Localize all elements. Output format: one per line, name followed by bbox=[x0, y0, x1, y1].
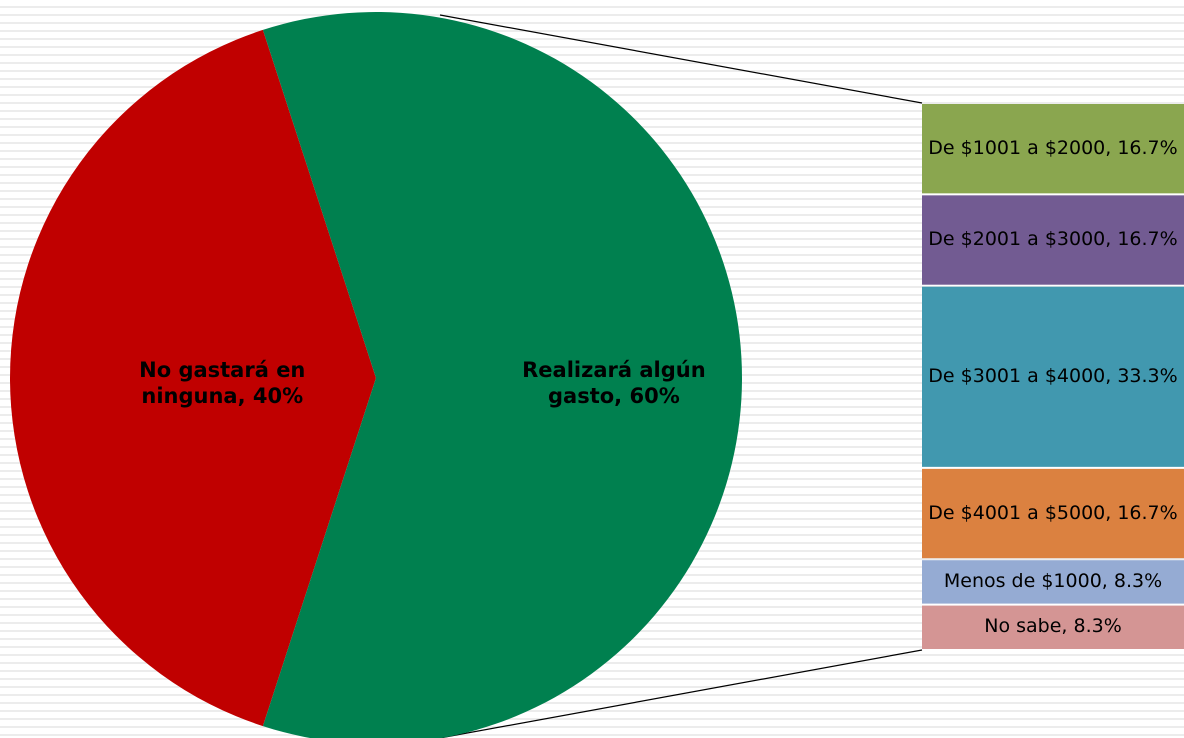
connector-line bbox=[439, 649, 923, 738]
data-label: Realizará algún gasto, 60% bbox=[522, 357, 706, 408]
bar-segment bbox=[922, 560, 1184, 604]
data-label: De $2001 a $3000, 16.7% bbox=[928, 228, 1178, 251]
pie-slice bbox=[10, 29, 376, 727]
connector-line bbox=[439, 14, 923, 104]
data-label: No gastará en ninguna, 40% bbox=[139, 357, 306, 408]
data-label: De $1001 a $2000, 16.7% bbox=[928, 136, 1178, 159]
data-label: De $4001 a $5000, 16.7% bbox=[928, 501, 1178, 524]
bar-segment bbox=[922, 468, 1184, 559]
bar-segment bbox=[922, 195, 1184, 285]
bar-segment bbox=[922, 104, 1184, 194]
bar-segment bbox=[922, 286, 1184, 467]
data-label: No sabe, 8.3% bbox=[984, 615, 1122, 638]
pie-slice bbox=[262, 12, 742, 738]
bar-segment bbox=[922, 605, 1184, 649]
data-label: De $3001 a $4000, 33.3% bbox=[928, 364, 1178, 387]
data-label: Menos de $1000, 8.3% bbox=[943, 570, 1163, 593]
